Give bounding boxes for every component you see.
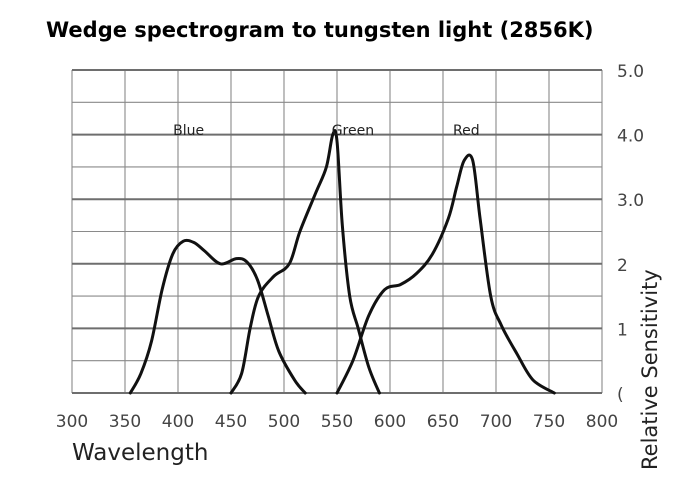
x-tick-label: 350 — [109, 412, 141, 432]
series-blue-line — [128, 238, 307, 395]
x-axis-label: Wavelength — [72, 440, 208, 466]
series-curves — [128, 129, 556, 395]
y-tick-label: 5.0 — [617, 62, 644, 82]
x-tick-label: 600 — [374, 412, 406, 432]
x-tick-label: 800 — [586, 412, 618, 432]
grid — [71, 69, 603, 394]
x-axis-ticks: 300 350 400 450 500 550 600 650 700 750 800 — [56, 412, 618, 432]
chart-title: Wedge spectrogram to tungsten light (285… — [46, 18, 594, 42]
y-tick-label: 2 — [617, 256, 628, 276]
y-tick-label: ( — [617, 385, 624, 405]
x-tick-label: 400 — [162, 412, 194, 432]
y-axis-ticks: 5.0 4.0 3.0 2 1 ( — [617, 62, 644, 405]
series-label-green: Green — [332, 123, 374, 139]
series-label-red: Red — [453, 123, 480, 139]
y-axis-label: Relative Sensitivity — [638, 269, 662, 470]
x-tick-label: 450 — [215, 412, 247, 432]
y-tick-label: 4.0 — [617, 127, 644, 147]
x-tick-label: 750 — [533, 412, 565, 432]
x-tick-label: 650 — [427, 412, 459, 432]
series-green-line — [229, 129, 381, 395]
series-label-blue: Blue — [173, 123, 204, 139]
x-tick-label: 550 — [321, 412, 353, 432]
x-tick-label: 300 — [56, 412, 88, 432]
x-tick-label: 500 — [268, 412, 300, 432]
x-tick-label: 700 — [480, 412, 512, 432]
series-labels: Blue Green Red — [173, 123, 480, 139]
y-tick-label: 3.0 — [617, 191, 644, 211]
series-red-line — [335, 153, 556, 395]
y-tick-label: 1 — [617, 320, 628, 340]
